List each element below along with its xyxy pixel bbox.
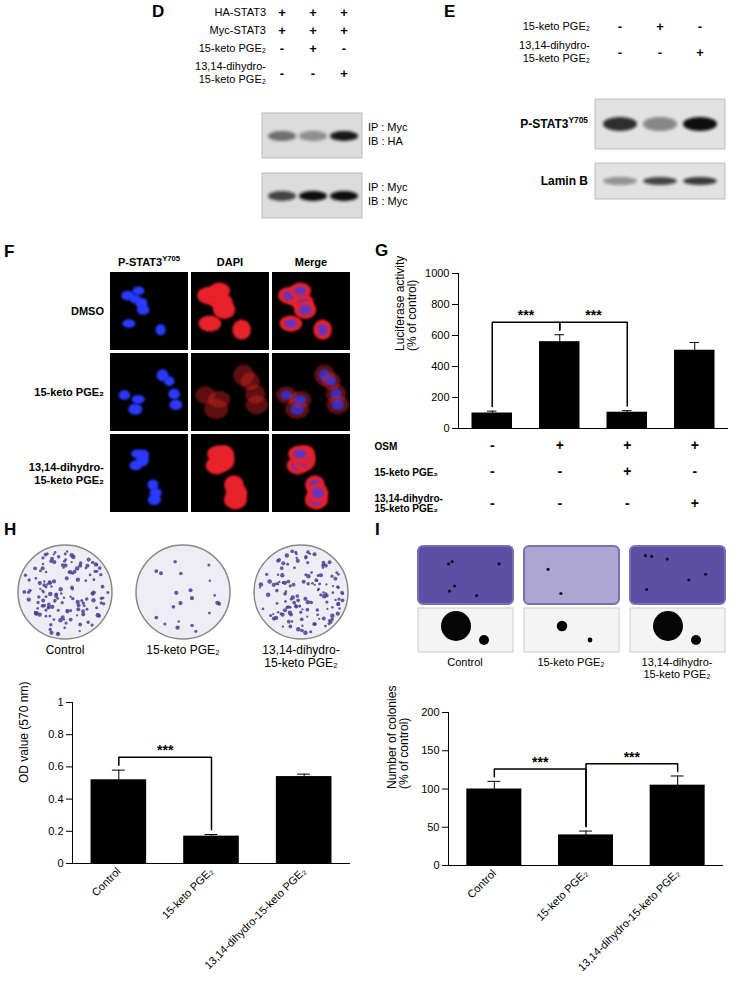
svg-text:+: + [623,463,631,479]
svg-text:Merge: Merge [295,256,327,268]
svg-text:50: 50 [427,821,439,833]
svg-text:15-keto PGE₂: 15-keto PGE₂ [159,865,215,921]
svg-text:100: 100 [421,783,439,795]
svg-text:0: 0 [57,857,63,869]
svg-text:HA-STAT3: HA-STAT3 [214,6,266,18]
svg-text:0.6: 0.6 [48,760,63,772]
svg-text:-: - [342,41,346,56]
svg-text:Control: Control [465,867,499,901]
svg-text:-: - [280,66,284,81]
svg-text:15-keto PGE₂: 15-keto PGE₂ [523,20,590,32]
svg-text:15-keto PGE₂: 15-keto PGE₂ [34,386,104,398]
svg-text:-: - [692,463,697,479]
svg-text:+: + [278,23,286,38]
svg-text:0: 0 [433,859,439,871]
svg-text:***: *** [518,307,535,323]
svg-text:E: E [444,2,455,21]
svg-text:***: *** [532,754,549,770]
svg-text:13,14-dihydro-15-keto PGE₂: 13,14-dihydro-15-keto PGE₂ [575,867,681,973]
svg-text:-: - [625,495,630,511]
svg-text:+: + [691,495,699,511]
svg-text:+: + [309,41,317,56]
svg-text:13,14-dihydro-15-keto PGE₂: 13,14-dihydro-15-keto PGE₂ [29,461,105,486]
svg-text:P-STAT3Y705: P-STAT3Y705 [118,254,181,268]
svg-text:***: *** [624,749,641,765]
svg-text:DAPI: DAPI [217,256,243,268]
svg-text:13,14-dihydro-15-keto PGE₂: 13,14-dihydro-15-keto PGE₂ [262,643,339,670]
svg-text:Luciferase activity(% of contr: Luciferase activity(% of control) [393,256,419,351]
svg-text:15-keto PGE₂: 15-keto PGE₂ [199,42,266,54]
html-text:H: H [4,520,17,539]
svg-text:0: 0 [443,422,449,434]
svg-text:15-keto PGE₂: 15-keto PGE₂ [534,867,590,923]
svg-text:Lamin B: Lamin B [541,174,589,188]
svg-text:15-keto PGE₂: 15-keto PGE₂ [146,643,220,657]
svg-text:1: 1 [57,696,63,708]
svg-text:-: - [557,463,562,479]
svg-text:-: - [698,19,702,34]
svg-text:+: + [691,437,699,453]
svg-text:+: + [623,437,631,453]
svg-text:0.8: 0.8 [48,728,63,740]
svg-text:+: + [340,66,348,81]
svg-text:OSM: OSM [375,441,398,452]
svg-text:-: - [618,19,622,34]
svg-text:+: + [656,19,664,34]
html-text:I: I [375,520,380,539]
svg-text:Control: Control [46,643,85,657]
svg-text:-: - [618,45,622,60]
svg-text:+: + [340,5,348,20]
svg-text:0.4: 0.4 [48,793,63,805]
svg-text:+: + [696,45,704,60]
svg-text:-: - [490,437,495,453]
svg-text:800: 800 [431,298,449,310]
svg-text:DMSO: DMSO [71,305,104,317]
svg-text:-: - [490,495,495,511]
svg-text:150: 150 [421,744,439,756]
svg-text:***: *** [585,307,602,323]
svg-text:-: - [557,495,562,511]
svg-text:0.2: 0.2 [48,825,63,837]
svg-text:+: + [278,5,286,20]
svg-text:13,14-dihydro-15-keto PGE₂: 13,14-dihydro-15-keto PGE₂ [642,656,713,680]
svg-text:F: F [4,242,14,261]
svg-text:Myc-STAT3: Myc-STAT3 [210,24,266,36]
svg-text:13,14-dihydro-15-keto PGE₂: 13,14-dihydro-15-keto PGE₂ [202,865,308,971]
svg-text:IP : MycIB : Myc: IP : MycIB : Myc [368,181,408,207]
svg-text:+: + [340,23,348,38]
svg-text:+: + [556,437,564,453]
svg-text:13,14-dihydro-15-keto PGE₂: 13,14-dihydro-15-keto PGE₂ [375,493,443,514]
svg-text:15-keto PGE₂: 15-keto PGE₂ [537,656,604,668]
svg-text:Number of colonies(% of contro: Number of colonies(% of control) [385,686,411,789]
svg-text:Control: Control [447,656,482,668]
svg-text:200: 200 [421,706,439,718]
svg-text:D: D [152,2,164,21]
svg-text:13,14-dihydro-15-keto PGE₂: 13,14-dihydro-15-keto PGE₂ [195,60,266,85]
svg-text:15-keto PGE₂: 15-keto PGE₂ [375,467,438,478]
svg-text:1000: 1000 [425,267,449,279]
svg-text:Control: Control [89,865,123,899]
svg-text:+: + [309,5,317,20]
svg-text:IP : MycIB : HA: IP : MycIB : HA [368,121,408,147]
svg-text:200: 200 [431,391,449,403]
svg-text:-: - [490,463,495,479]
svg-text:-: - [311,66,315,81]
svg-text:-: - [658,45,662,60]
svg-text:400: 400 [431,360,449,372]
svg-text:P-STAT3Y705: P-STAT3Y705 [520,115,588,131]
svg-text:-: - [280,41,284,56]
svg-text:13,14-dihydro-15-keto PGE₂: 13,14-dihydro-15-keto PGE₂ [519,39,590,64]
svg-text:OD value (570 nm): OD value (570 nm) [17,682,31,783]
html-text:G: G [375,241,389,260]
svg-text:+: + [309,23,317,38]
svg-text:***: *** [157,742,174,758]
svg-text:600: 600 [431,329,449,341]
